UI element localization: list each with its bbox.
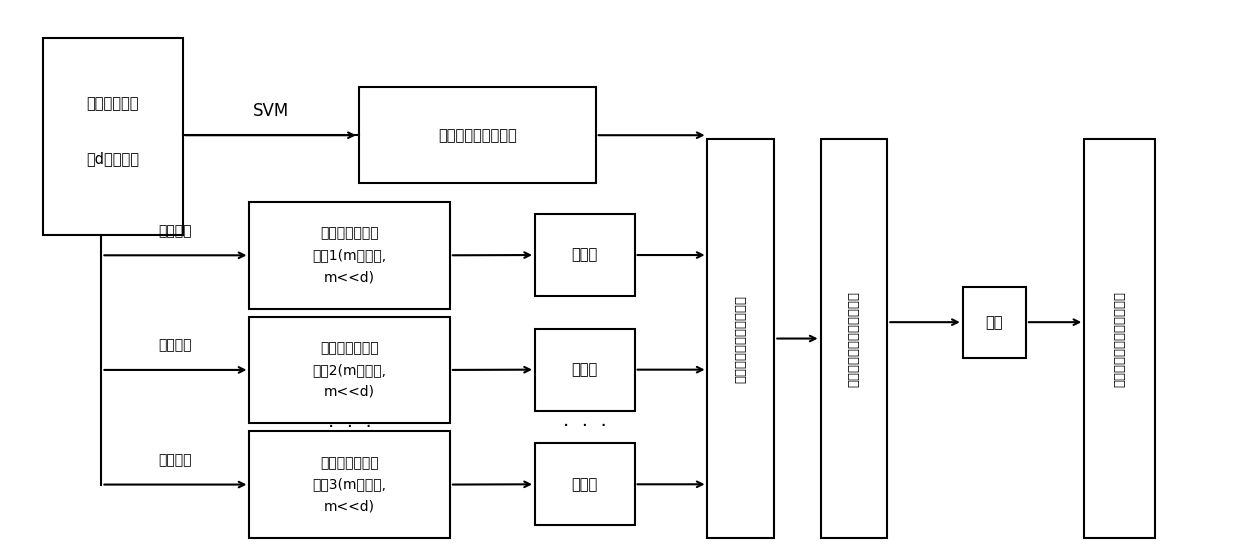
Bar [962,287,1025,358]
Text: 最终的高光谱图像分割结果: 最终的高光谱图像分割结果 [847,291,861,387]
Bar [534,214,635,296]
Bar [42,38,182,235]
Text: m<<d): m<<d) [324,500,376,514]
Bar [249,202,450,309]
Text: 结合: 结合 [986,315,1003,330]
Text: ·  ·  ·: · · · [563,418,606,437]
Text: m<<d): m<<d) [324,270,376,284]
Text: 高光谱图像分类结果: 高光谱图像分类结果 [438,128,517,143]
Bar [534,329,635,411]
Text: m<<d): m<<d) [324,385,376,399]
Text: 图像特征集合: 图像特征集合 [87,96,139,111]
Bar [249,317,450,423]
Bar [358,87,595,183]
Text: 压缩感知: 压缩感知 [159,224,192,238]
Text: （d维特征）: （d维特征） [86,151,139,166]
Bar [708,139,774,538]
Bar [821,139,888,538]
Text: 空间2(m维特征,: 空间2(m维特征, [312,363,387,377]
Text: 图像特征集合子: 图像特征集合子 [320,227,379,241]
Bar [1084,139,1154,538]
Text: 谱聚类: 谱聚类 [572,362,598,377]
Text: 空间3(m维特征,: 空间3(m维特征, [312,477,387,492]
Text: ·  ·  ·: · · · [327,418,372,437]
Bar [249,431,450,538]
Text: 谱聚类: 谱聚类 [572,247,598,262]
Text: 高光谱图像最后的分类结果: 高光谱图像最后的分类结果 [1114,291,1126,387]
Text: SVM: SVM [253,101,289,120]
Text: 谱聚类: 谱聚类 [572,477,598,492]
Bar [534,443,635,525]
Text: 图像特征集合子: 图像特征集合子 [320,456,379,470]
Text: 压缩感知: 压缩感知 [159,338,192,353]
Text: 图像特征集合子: 图像特征集合子 [320,341,379,355]
Text: 多个高光谱图像分割结果: 多个高光谱图像分割结果 [734,295,748,383]
Text: 空间1(m维特征,: 空间1(m维特征, [312,248,387,262]
Text: 压缩感知: 压缩感知 [159,453,192,467]
